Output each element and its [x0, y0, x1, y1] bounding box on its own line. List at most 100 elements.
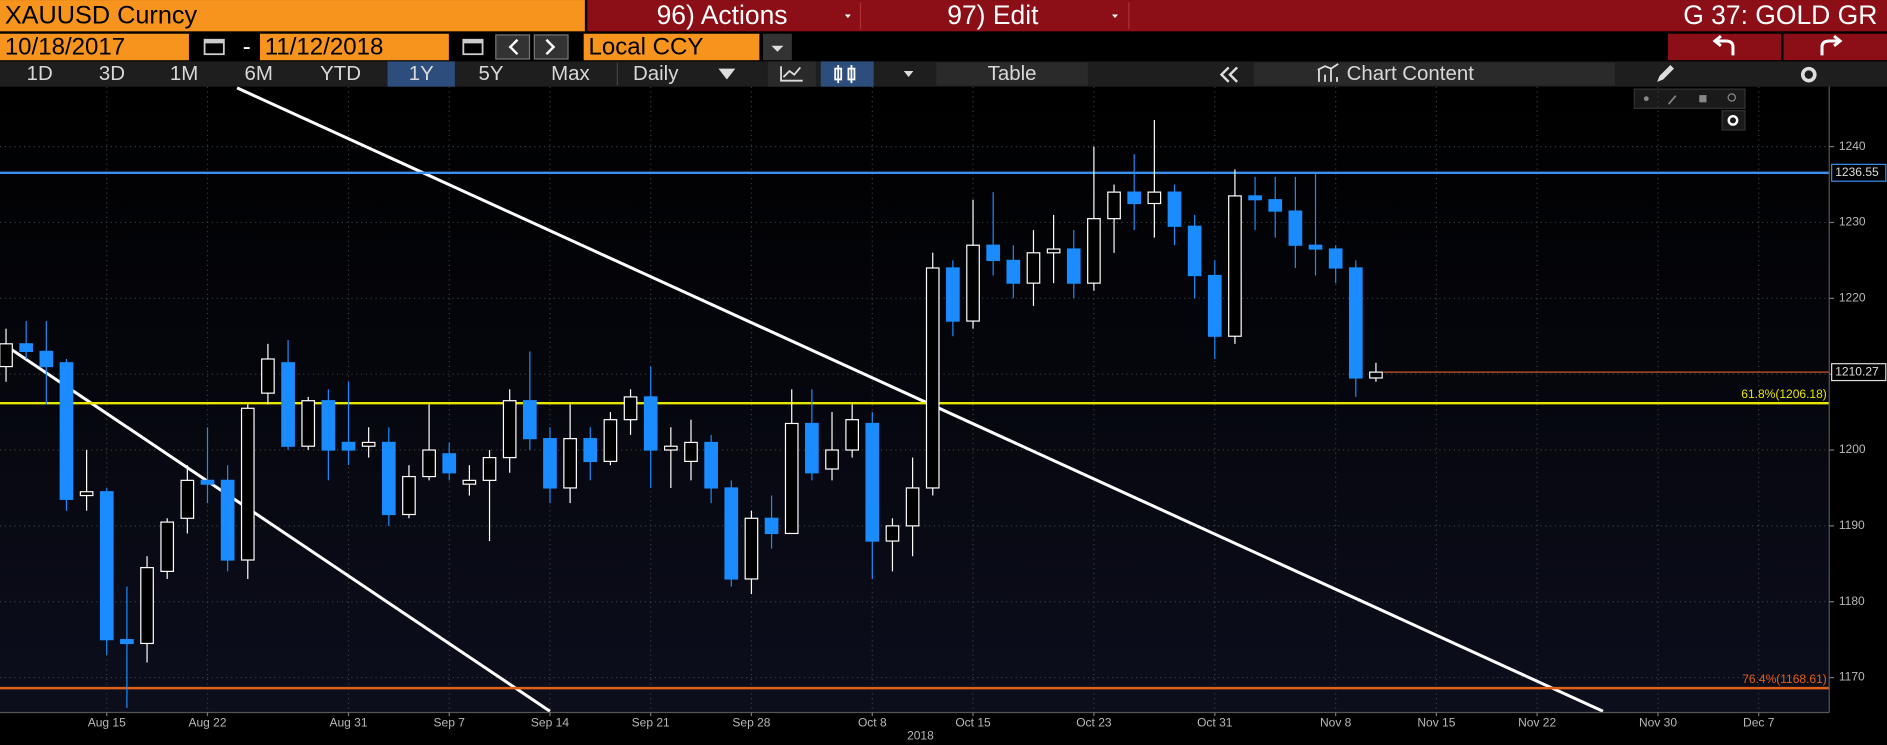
candle-body [79, 491, 94, 497]
last-price-box [1831, 363, 1887, 382]
period-button[interactable]: 1Y [409, 62, 434, 85]
period-button[interactable]: 6M [245, 62, 273, 85]
candle-body [1248, 195, 1262, 201]
candle-body [563, 438, 577, 489]
undo-button[interactable] [1667, 33, 1782, 61]
candle-body [140, 566, 154, 645]
candle-body [1207, 274, 1222, 337]
page-title: G 37: GOLD GR [1683, 0, 1877, 30]
x-tick-label: Oct 31 [1197, 715, 1233, 729]
x-tick-label: Nov 8 [1320, 715, 1352, 729]
dropdown-arrow [844, 14, 851, 19]
candle-body [925, 267, 940, 489]
x-tick-label: Sep 7 [434, 715, 466, 729]
y-tick-label: 1180 [1839, 594, 1865, 608]
dropdown-arrow [771, 45, 784, 52]
x-tick-label: Nov 22 [1518, 715, 1556, 729]
line-chart-icon [780, 66, 803, 82]
candle-body [1127, 191, 1142, 205]
start-date-field[interactable] [0, 33, 189, 61]
undo-icon [1712, 34, 1735, 56]
candle-chart-icon [834, 65, 856, 84]
annotate-icon[interactable] [1657, 65, 1674, 82]
candle-body [502, 400, 517, 459]
menu-bar [587, 0, 1887, 32]
currency-field[interactable] [583, 33, 760, 61]
candle-body [905, 487, 920, 527]
candle-body [825, 449, 839, 470]
candle-body [422, 449, 436, 478]
candle-body [724, 487, 739, 580]
y-tick-label: 1230 [1839, 215, 1866, 229]
candle-body [281, 362, 295, 447]
period-button[interactable]: 3D [99, 62, 125, 85]
calendar-icon[interactable] [203, 38, 225, 56]
y-tick-label: 1190 [1839, 518, 1865, 532]
line-chart-button[interactable] [767, 61, 816, 87]
dropdown-arrow [903, 71, 914, 78]
date-separator: - [243, 34, 251, 61]
candle-body [522, 400, 537, 440]
security-field[interactable] [0, 0, 585, 32]
candle-body [986, 244, 1001, 261]
candle-body [240, 407, 255, 561]
candle-body [442, 453, 457, 474]
period-button[interactable]: 5Y [479, 62, 504, 85]
y-tick-label: 1200 [1839, 442, 1866, 456]
collapse-icon[interactable] [1219, 66, 1238, 83]
level-label-box [1831, 163, 1887, 182]
settings-icon[interactable] [1800, 66, 1817, 83]
prev-button[interactable] [495, 34, 531, 60]
x-tick-label: Sep 14 [531, 715, 569, 729]
period-button[interactable]: YTD [320, 62, 361, 85]
edit-menu[interactable]: 97) Edit [947, 0, 1039, 30]
candle-body [1308, 244, 1323, 250]
actions-menu[interactable]: 96) Actions [657, 0, 788, 30]
candle-body [1288, 210, 1303, 246]
table: Table [988, 62, 1037, 85]
level-label: 76.4%(1168.61) [1742, 672, 1827, 686]
plot-tool-icons[interactable] [1643, 93, 1739, 126]
candle-body [946, 267, 960, 322]
candle-body [1167, 191, 1182, 227]
prev-icon [508, 38, 519, 56]
x-tick-label: Aug 15 [88, 715, 126, 729]
period-button[interactable]: 1M [170, 62, 198, 85]
candle-body [623, 396, 638, 421]
candle-body [402, 475, 416, 516]
year-label: 2018 [907, 729, 934, 743]
security: XAUUSD Curncy [5, 2, 198, 30]
candle-body [180, 479, 195, 519]
candle-chart-button[interactable] [820, 61, 874, 87]
end-date: 11/12/2018 [265, 34, 384, 61]
table-button[interactable] [936, 62, 1088, 86]
candle-body [603, 419, 618, 462]
chart-content-button[interactable] [1253, 62, 1616, 86]
period-button[interactable]: Max [551, 62, 590, 85]
candle-body [39, 350, 54, 368]
next-button[interactable] [533, 34, 569, 60]
x-tick-label: Nov 30 [1639, 715, 1677, 729]
frequency[interactable]: Daily [633, 62, 679, 85]
last-price-label: 1210.27 [1835, 364, 1879, 378]
candle-body [1147, 191, 1162, 205]
candle-body [1348, 267, 1363, 379]
calendar-icon[interactable] [462, 38, 484, 56]
candle-body [583, 438, 598, 462]
period-button[interactable]: 1D [27, 62, 53, 85]
candle-body [200, 479, 215, 485]
start-date: 10/18/2017 [5, 34, 125, 61]
candle-body [482, 457, 497, 481]
candle-body [1046, 248, 1061, 254]
chart-content-icon [1317, 63, 1339, 82]
trendline [236, 86, 1604, 713]
candle-body [0, 343, 13, 368]
x-tick-label: Oct 23 [1076, 715, 1112, 729]
x-tick-label: Sep 21 [632, 715, 670, 729]
end-date-field[interactable] [259, 33, 449, 61]
candle-body [1087, 218, 1101, 284]
trendlines [2, 86, 1604, 713]
candle-body [361, 441, 376, 447]
candle-body [865, 422, 880, 542]
